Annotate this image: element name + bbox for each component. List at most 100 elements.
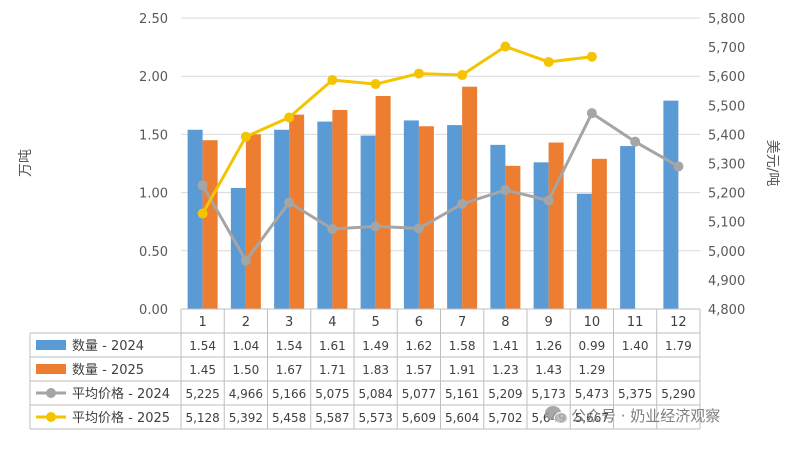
data-label: 1.49 [362,339,389,353]
data-point [240,255,251,266]
bar [403,120,419,309]
data-label: 1.71 [319,363,346,377]
data-point [240,131,251,142]
data-label: 5,392 [229,411,263,425]
data-label: 1.29 [579,363,606,377]
bar [375,95,391,309]
data-label: 5,702 [488,411,522,425]
data-label: 1.83 [362,363,389,377]
y-right-tick-label: 5,100 [708,216,745,231]
y-right-tick-label: 5,600 [708,70,745,85]
data-point [543,56,554,67]
data-label: 1.54 [189,339,216,353]
data-label: 0.99 [579,339,606,353]
data-label: 5,604 [445,411,479,425]
data-label: 5,587 [315,411,349,425]
data-point [327,74,338,85]
y-left-tick-label: 1.00 [139,187,168,202]
bar [591,158,607,309]
data-label: 5,075 [315,387,349,401]
data-label: 5,084 [358,387,392,401]
data-label: 5,128 [185,411,219,425]
bar [360,135,376,309]
data-point [284,197,295,208]
data-point [197,208,208,219]
y-right-tick-label: 4,900 [708,274,745,289]
data-label: 5,225 [185,387,219,401]
data-point [370,79,381,90]
bar [548,142,564,309]
bar [332,109,348,310]
x-tick-label: 8 [501,315,509,330]
data-point [284,112,295,123]
y-left-tick-label: 2.50 [139,12,168,27]
bar [317,121,333,309]
bar [462,86,478,310]
data-label: 5,458 [272,411,306,425]
bar [202,140,218,309]
bar [490,144,506,309]
legend-label: 数量 - 2025 [72,363,144,378]
data-point [413,223,424,234]
data-label: 5,077 [402,387,436,401]
data-label: 1.50 [233,363,260,377]
data-point [457,70,468,81]
data-label: 5,209 [488,387,522,401]
bars [187,86,679,310]
data-label: 4,966 [229,387,263,401]
legend-label: 数量 - 2024 [72,339,144,354]
x-tick-label: 1 [198,315,206,330]
bar [274,129,290,309]
watermark: 公众号 · 奶业经济观察 [545,406,720,425]
y-left-tick-label: 0.00 [139,303,168,318]
wechat-icon [545,406,568,424]
bar [245,134,261,309]
bar [576,193,592,309]
series-line [201,111,680,263]
y-left-tick-label: 0.50 [139,245,168,260]
data-label: 5,573 [358,411,392,425]
series-line [201,45,593,215]
data-point [457,198,468,209]
data-label: 1.61 [319,339,346,353]
data-point [327,223,338,234]
x-tick-label: 10 [584,315,601,330]
data-label: 1.23 [492,363,519,377]
legend-key [36,340,66,350]
data-point [586,108,597,119]
data-label: 1.91 [449,363,476,377]
data-label: 5,290 [661,387,695,401]
bar [620,146,636,309]
x-tick-label: 7 [458,315,466,330]
data-label: 5,161 [445,387,479,401]
bar [289,114,305,309]
data-label: 5,375 [618,387,652,401]
legend-key [36,364,66,374]
data-label: 5,173 [531,387,565,401]
y-right-tick-label: 5,300 [708,158,745,173]
y-right-tick-label: 5,000 [708,245,745,260]
bar [505,165,521,309]
y-right-tick-label: 5,200 [708,187,745,202]
wechat-bubble-small [554,412,568,424]
x-tick-label: 4 [328,315,336,330]
x-tick-label: 9 [544,315,552,330]
y-right-tick-label: 4,800 [708,303,745,318]
data-point [197,180,208,191]
data-label: 1.45 [189,363,216,377]
data-label: 1.41 [492,339,519,353]
lines [197,41,684,266]
legend-label: 平均价格 - 2024 [72,386,170,402]
x-tick-label: 2 [242,315,250,330]
bar [187,129,203,309]
x-tick-label: 11 [627,315,644,330]
y-right-tick-label: 5,700 [708,41,745,56]
legend-key-marker [46,388,56,398]
data-point [673,161,684,172]
data-label: 1.67 [276,363,303,377]
data-point [370,221,381,232]
y-right-tick-label: 5,400 [708,128,745,143]
